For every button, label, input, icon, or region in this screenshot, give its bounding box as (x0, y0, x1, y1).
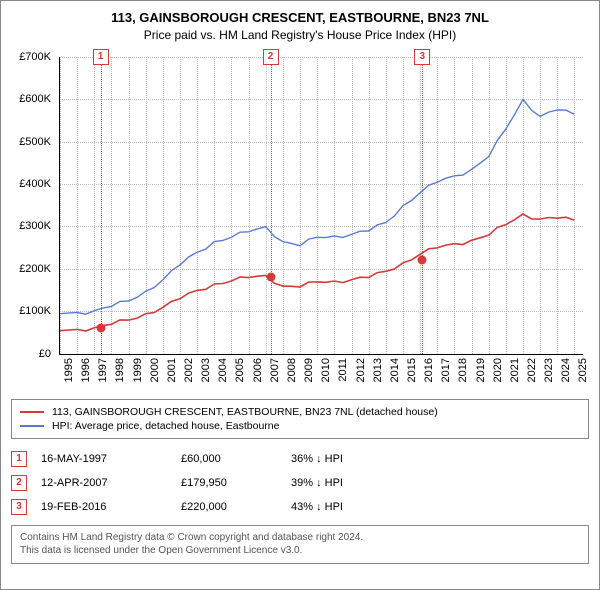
sale-pct: 39% ↓ HPI (291, 477, 401, 489)
x-tick-label: 1998 (114, 358, 126, 382)
x-tick-label: 2013 (372, 358, 384, 382)
sale-marker-box: 2 (263, 49, 279, 65)
x-tick-label: 2022 (526, 358, 538, 382)
sale-marker-num: 3 (11, 499, 27, 515)
x-tick-label: 2025 (577, 358, 589, 382)
x-tick-label: 1996 (80, 358, 92, 382)
x-tick-label: 2023 (543, 358, 555, 382)
sale-pct: 43% ↓ HPI (291, 501, 401, 513)
legend-row: HPI: Average price, detached house, East… (20, 419, 580, 433)
x-tick-label: 2008 (286, 358, 298, 382)
x-tick-label: 2000 (149, 358, 161, 382)
x-tick-label: 2024 (560, 358, 572, 382)
footer-line-1: Contains HM Land Registry data © Crown c… (20, 531, 580, 545)
x-tick-label: 2020 (492, 358, 504, 382)
plot-area: 123 (59, 57, 583, 355)
legend: 113, GAINSBOROUGH CRESCENT, EASTBOURNE, … (11, 399, 589, 439)
legend-swatch (20, 411, 44, 413)
title-block: 113, GAINSBOROUGH CRESCENT, EASTBOURNE, … (11, 9, 589, 43)
x-tick-label: 2009 (303, 358, 315, 382)
x-tick-label: 2019 (475, 358, 487, 382)
line-svg (60, 57, 583, 354)
footer-line-2: This data is licensed under the Open Gov… (20, 544, 580, 558)
legend-swatch (20, 425, 44, 427)
y-tick-label: £200K (11, 263, 51, 275)
sale-date: 19-FEB-2016 (41, 501, 181, 513)
legend-row: 113, GAINSBOROUGH CRESCENT, EASTBOURNE, … (20, 405, 580, 419)
y-tick-label: £600K (11, 93, 51, 105)
sales-row: 1 16-MAY-1997 £60,000 36% ↓ HPI (11, 447, 589, 471)
sale-marker-box: 3 (414, 49, 430, 65)
x-tick-label: 2007 (269, 358, 281, 382)
x-tick-label: 2021 (509, 358, 521, 382)
sales-row: 2 12-APR-2007 £179,950 39% ↓ HPI (11, 471, 589, 495)
x-tick-label: 1999 (132, 358, 144, 382)
sale-dot (266, 273, 275, 282)
sale-price: £60,000 (181, 453, 291, 465)
x-tick-label: 2010 (320, 358, 332, 382)
x-tick-label: 2018 (457, 358, 469, 382)
y-tick-label: £700K (11, 51, 51, 63)
x-tick-label: 2005 (234, 358, 246, 382)
y-tick-label: £400K (11, 178, 51, 190)
x-tick-label: 2012 (355, 358, 367, 382)
chart-card: 113, GAINSBOROUGH CRESCENT, EASTBOURNE, … (0, 0, 600, 590)
x-tick-label: 2014 (389, 358, 401, 382)
x-tick-label: 2001 (166, 358, 178, 382)
title-line-2: Price paid vs. HM Land Registry's House … (11, 27, 589, 43)
sale-price: £179,950 (181, 477, 291, 489)
sale-date: 16-MAY-1997 (41, 453, 181, 465)
sale-dot (96, 324, 105, 333)
x-tick-label: 2002 (183, 358, 195, 382)
x-tick-label: 2015 (406, 358, 418, 382)
sale-pct: 36% ↓ HPI (291, 453, 401, 465)
x-tick-label: 2011 (337, 358, 349, 382)
footer: Contains HM Land Registry data © Crown c… (11, 525, 589, 564)
title-line-1: 113, GAINSBOROUGH CRESCENT, EASTBOURNE, … (11, 9, 589, 27)
sale-dot (418, 256, 427, 265)
sale-marker-box: 1 (93, 49, 109, 65)
legend-label: 113, GAINSBOROUGH CRESCENT, EASTBOURNE, … (52, 406, 438, 418)
sales-row: 3 19-FEB-2016 £220,000 43% ↓ HPI (11, 495, 589, 519)
x-tick-label: 2006 (252, 358, 264, 382)
y-tick-label: £100K (11, 305, 51, 317)
sale-marker-num: 2 (11, 475, 27, 491)
y-tick-label: £300K (11, 220, 51, 232)
x-tick-label: 2017 (440, 358, 452, 382)
x-tick-label: 1997 (97, 358, 109, 382)
series-property (60, 214, 574, 331)
chart-area: 123 £0 £100K £200K £300K £400K £500K £600K £700… (11, 53, 589, 393)
sale-date: 12-APR-2007 (41, 477, 181, 489)
x-tick-label: 2016 (423, 358, 435, 382)
sale-price: £220,000 (181, 501, 291, 513)
legend-label: HPI: Average price, detached house, East… (52, 420, 279, 432)
sales-table: 1 16-MAY-1997 £60,000 36% ↓ HPI 2 12-APR… (11, 447, 589, 519)
x-tick-label: 2004 (217, 358, 229, 382)
x-tick-label: 1995 (63, 358, 75, 382)
sale-marker-num: 1 (11, 451, 27, 467)
x-tick-label: 2003 (200, 358, 212, 382)
y-tick-label: £0 (11, 348, 51, 360)
y-tick-label: £500K (11, 136, 51, 148)
